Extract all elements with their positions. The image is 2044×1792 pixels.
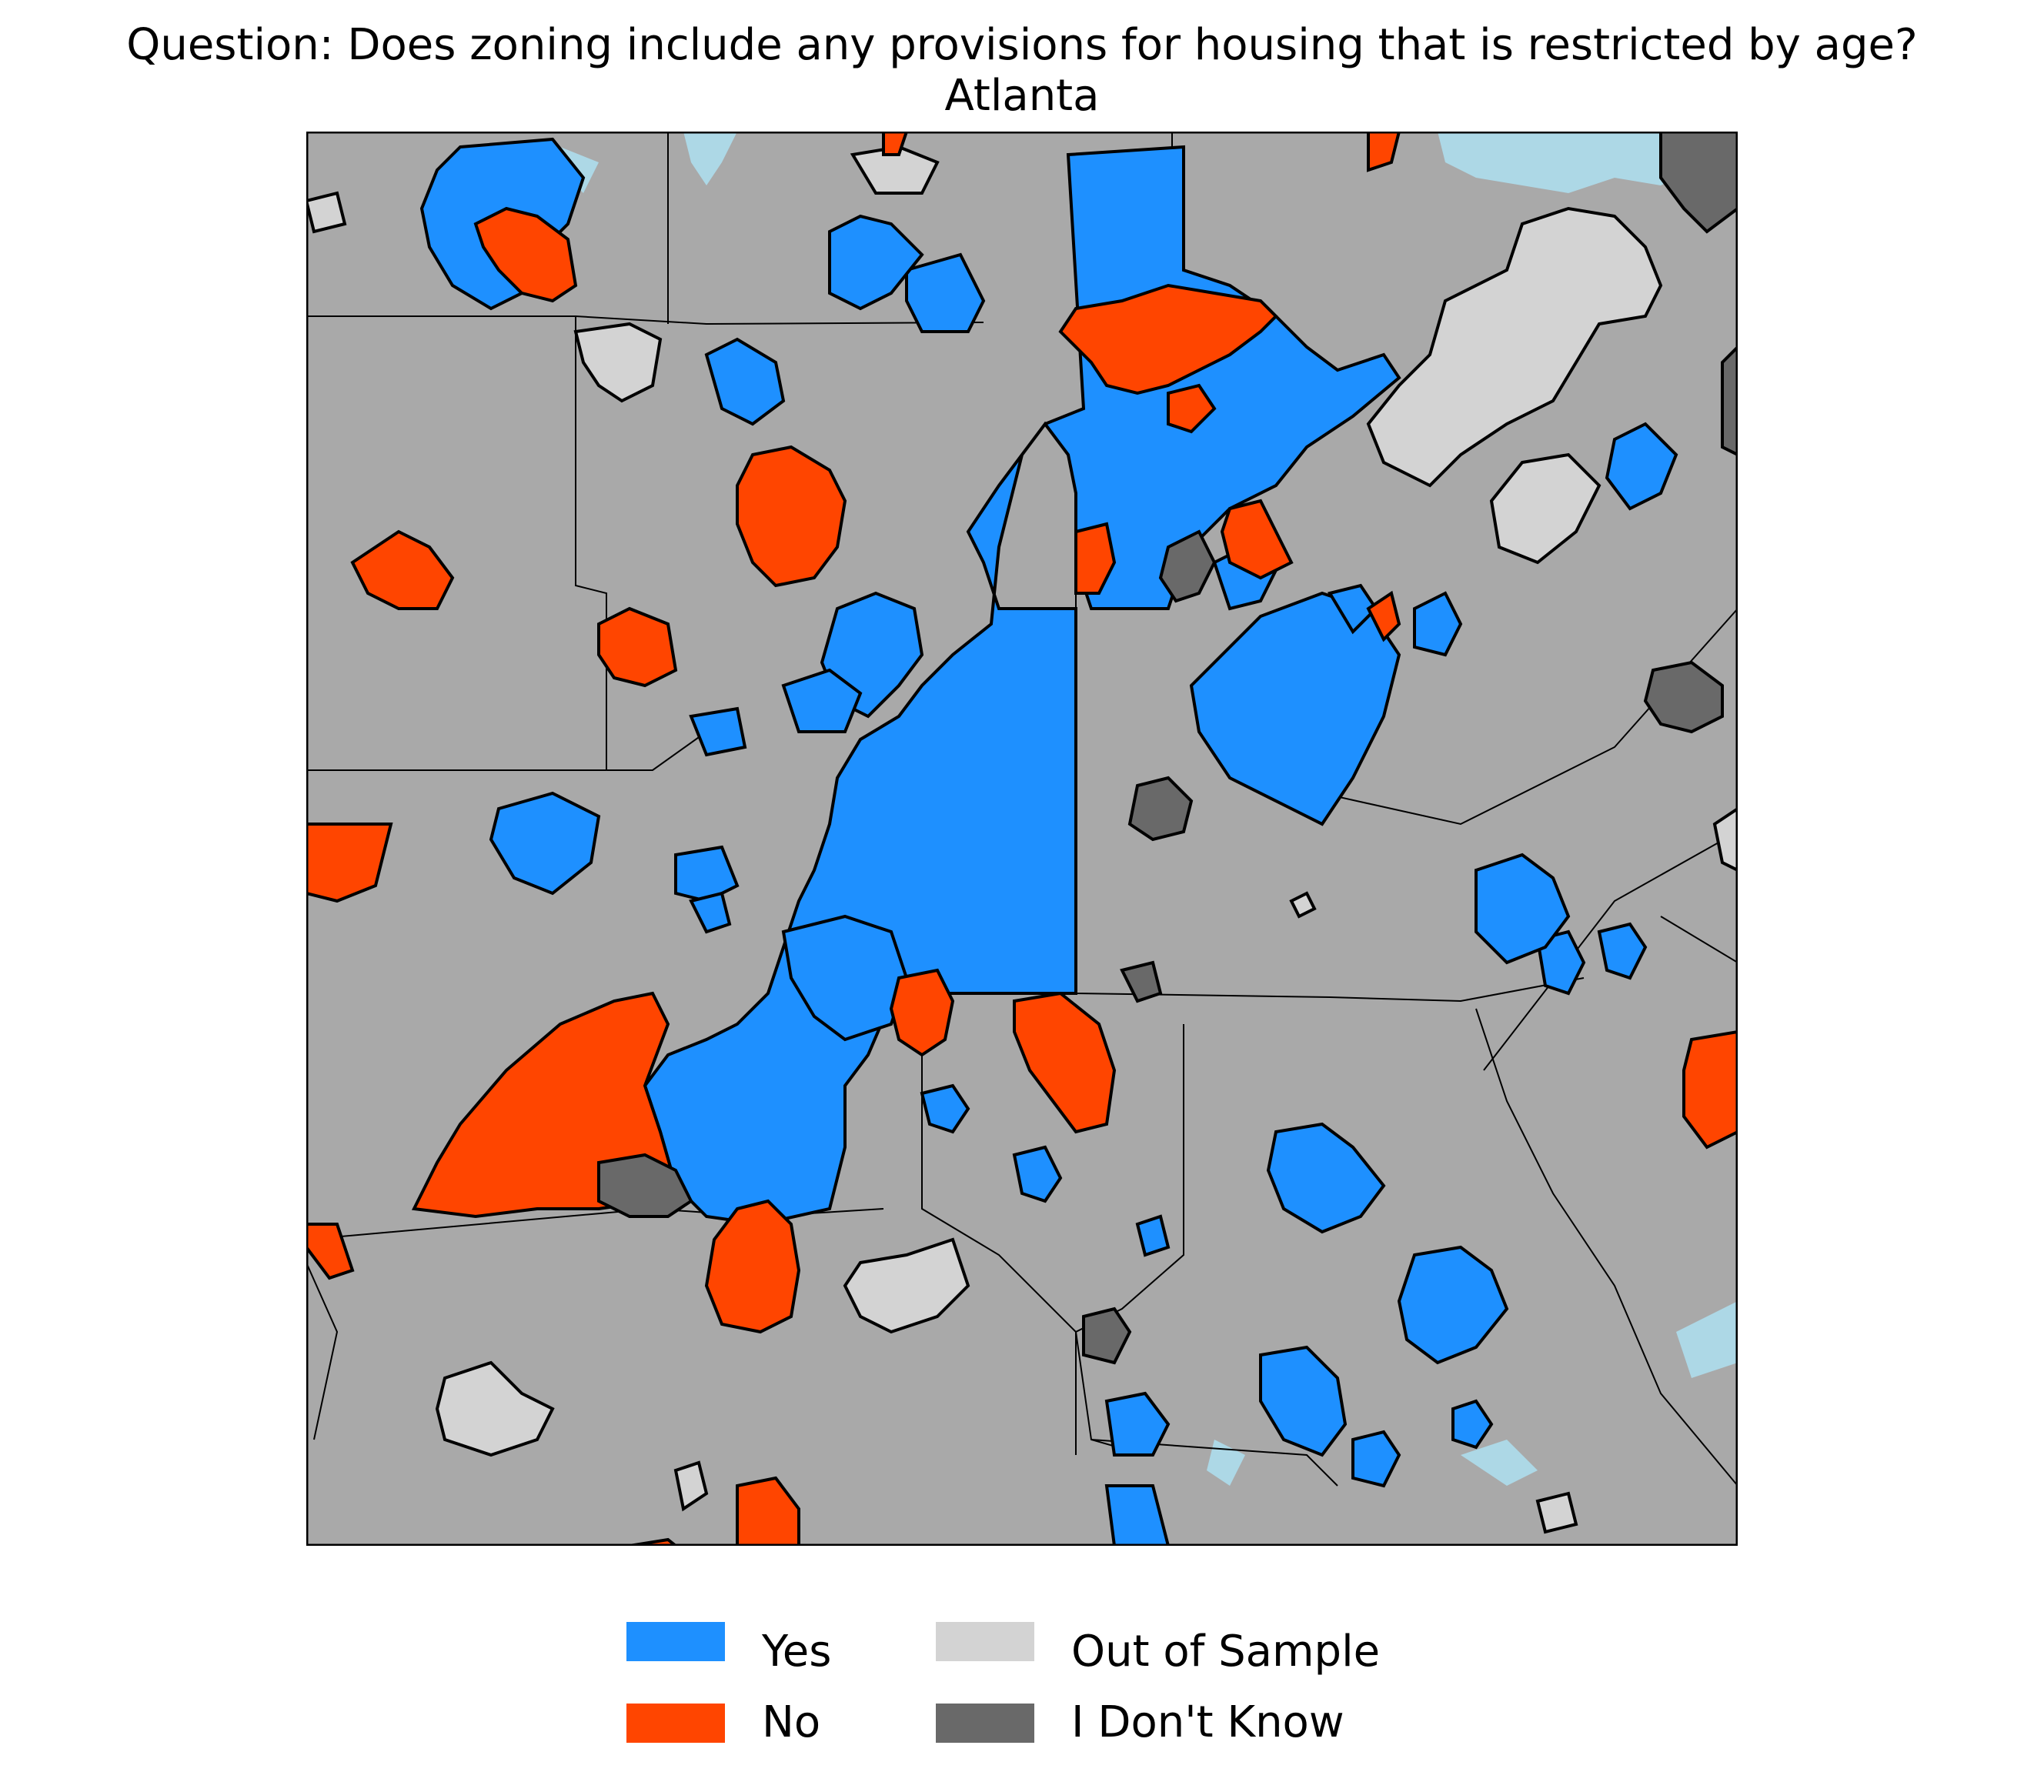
legend-swatch-no <box>626 1704 725 1743</box>
legend-label-no: No <box>762 1697 821 1747</box>
zoning-map <box>306 132 1738 1546</box>
yes-areas <box>419 137 1678 1546</box>
out-of-sample-areas <box>306 145 1738 1546</box>
legend-label-out-of-sample: Out of Sample <box>1071 1627 1381 1677</box>
legend-swatch-out-of-sample <box>936 1622 1034 1661</box>
map-title: Question: Does zoning include any provis… <box>126 20 1918 70</box>
unknown-areas <box>597 132 1738 1365</box>
no-areas <box>306 132 1738 1546</box>
legend-label-unknown: I Don't Know <box>1071 1697 1344 1747</box>
legend-swatch-unknown <box>936 1704 1034 1743</box>
legend-swatch-yes <box>626 1622 725 1661</box>
map-subtitle-region: Atlanta <box>944 71 1100 121</box>
legend-label-yes: Yes <box>762 1627 832 1677</box>
map-frame <box>306 132 1738 1546</box>
